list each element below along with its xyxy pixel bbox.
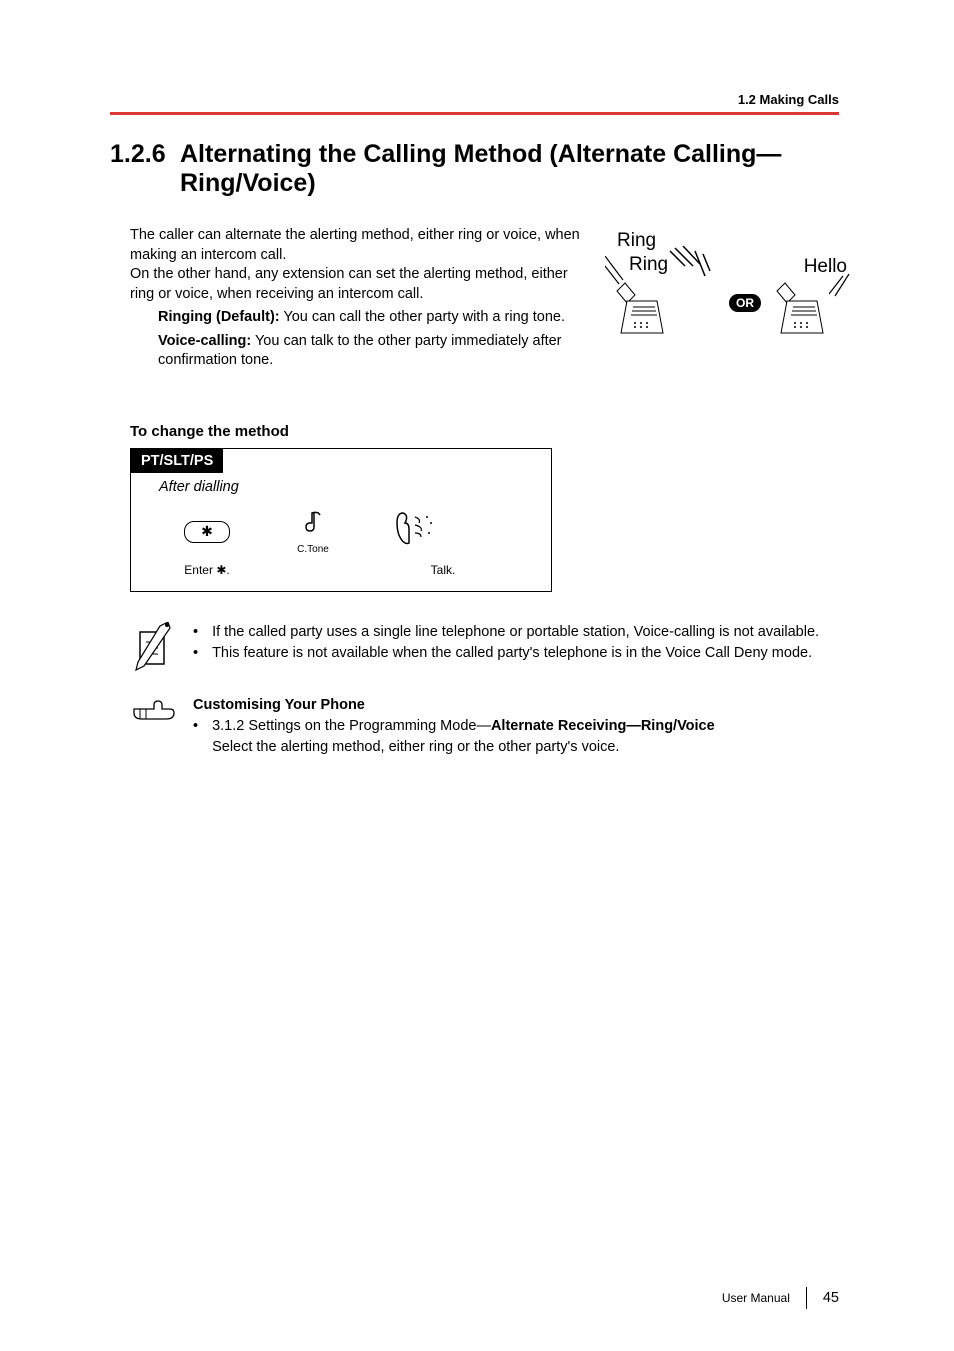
phone-voice-icon bbox=[775, 281, 825, 341]
motion-lines-right-icon bbox=[829, 268, 857, 298]
step-talk-label: Talk. bbox=[413, 563, 473, 577]
page-number: 45 bbox=[823, 1290, 839, 1306]
paragraph-2: On the other hand, any extension can set… bbox=[130, 266, 568, 302]
note-2: This feature is not available when the c… bbox=[212, 643, 812, 664]
customising-heading: Customising Your Phone bbox=[193, 697, 365, 713]
motion-lines-left-icon bbox=[605, 256, 625, 286]
ring-hello-illustration: Ring Ring Hello OR bbox=[605, 226, 855, 356]
device-tab: PT/SLT/PS bbox=[131, 449, 223, 473]
phone-ring-icon bbox=[615, 281, 665, 341]
intro-text: The caller can alternate the alerting me… bbox=[130, 226, 585, 371]
procedure-box: PT/SLT/PS After dialling ✱ C.Tone bbox=[130, 448, 552, 592]
star-key: ✱ bbox=[184, 521, 230, 543]
section-title: Alternating the Calling Method (Alternat… bbox=[180, 140, 894, 198]
procedure-subtext: After dialling bbox=[159, 479, 551, 495]
ring-label-2: Ring bbox=[629, 254, 668, 276]
voice-label: Voice-calling: bbox=[158, 333, 251, 349]
ctone-icon bbox=[300, 509, 326, 539]
ringing-label: Ringing (Default): bbox=[158, 309, 280, 325]
note-1: If the called party uses a single line t… bbox=[212, 622, 819, 643]
hand-pointer-icon bbox=[130, 695, 175, 730]
section-number: 1.2.6 bbox=[110, 140, 180, 169]
customising-line1a: 3.1.2 Settings on the Programming Mode— bbox=[212, 718, 491, 734]
paragraph-1: The caller can alternate the alerting me… bbox=[130, 227, 580, 263]
section-heading: 1.2.6 Alternating the Calling Method (Al… bbox=[110, 140, 894, 198]
ring-label-1: Ring bbox=[617, 230, 656, 252]
or-badge: OR bbox=[729, 294, 761, 312]
customising-line2: Select the alerting method, either ring … bbox=[212, 739, 619, 755]
footer-label: User Manual bbox=[722, 1291, 790, 1305]
note-icon bbox=[130, 622, 175, 677]
procedure-heading: To change the method bbox=[130, 423, 894, 440]
footer-divider bbox=[806, 1287, 807, 1309]
page-footer: User Manual 45 bbox=[722, 1287, 839, 1309]
customising-line1b: Alternate Receiving—Ring/Voice bbox=[491, 718, 715, 734]
step-enter-label: Enter ✱. bbox=[171, 563, 243, 577]
breadcrumb: 1.2 Making Calls bbox=[738, 92, 839, 107]
customising-text: Customising Your Phone • 3.1.2 Settings … bbox=[193, 695, 715, 758]
sound-lines-icon bbox=[665, 246, 715, 286]
ringing-text: You can call the other party with a ring… bbox=[280, 309, 565, 325]
notes-list: •If the called party uses a single line … bbox=[193, 622, 819, 664]
ctone-label: C.Tone bbox=[293, 544, 333, 555]
header-divider bbox=[110, 112, 839, 115]
talk-icon bbox=[391, 509, 435, 549]
